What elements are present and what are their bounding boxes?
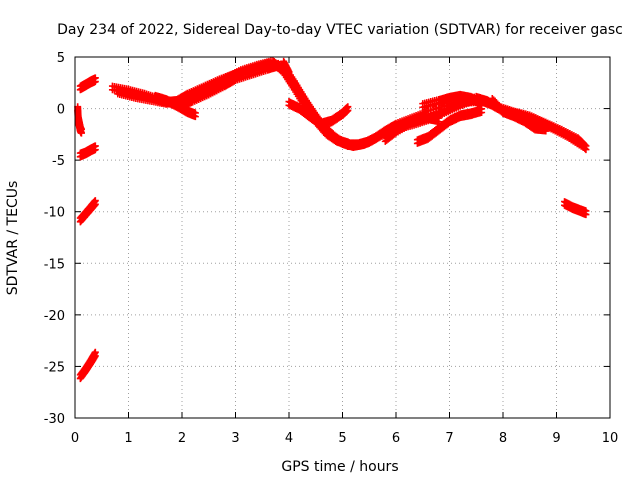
y-tick-label: -20: [44, 309, 65, 324]
data-point: [285, 68, 293, 76]
x-tick-label: 5: [338, 431, 346, 446]
y-tick-label: 0: [57, 103, 65, 118]
data-points: [74, 56, 590, 383]
x-tick-label: 8: [499, 431, 507, 446]
ticks: 0 1 2 3 4 5 6 7 8 9 10 5 0 -5 -10 -15 -20 -25 -30: [44, 51, 619, 446]
data-point: [91, 142, 99, 150]
chart-title: Day 234 of 2022, Sidereal Day-to-day VTE…: [57, 22, 623, 38]
data-point: [191, 109, 199, 117]
y-tick-label: -5: [52, 154, 65, 169]
plot-frame: [74, 56, 611, 419]
data-point: [91, 348, 99, 356]
x-tick-label: 10: [602, 431, 619, 446]
x-axis-label: GPS time / hours: [281, 459, 398, 475]
y-tick-label: 5: [57, 51, 65, 66]
y-axis-label: SDTVAR / TECUs: [5, 181, 21, 296]
data-point: [435, 114, 443, 122]
data-point: [77, 125, 85, 133]
data-point: [91, 74, 99, 82]
y-tick-label: -15: [44, 257, 65, 272]
data-point: [344, 103, 352, 111]
x-tick-label: 4: [285, 431, 293, 446]
x-tick-label: 7: [445, 431, 453, 446]
data-point: [582, 142, 590, 150]
data-point: [91, 197, 99, 205]
x-tick-label: 0: [71, 431, 79, 446]
y-tick-label: -30: [44, 412, 65, 427]
y-tick-label: -25: [44, 360, 65, 375]
data-point: [582, 207, 590, 215]
y-tick-label: -10: [44, 206, 65, 221]
x-tick-label: 1: [124, 431, 132, 446]
x-tick-label: 6: [392, 431, 400, 446]
data-point: [542, 123, 550, 131]
x-tick-label: 2: [178, 431, 186, 446]
x-tick-label: 9: [552, 431, 560, 446]
data-point: [581, 141, 589, 149]
data-point: [478, 98, 486, 106]
x-tick-label: 3: [231, 431, 239, 446]
data-point: [344, 138, 352, 146]
